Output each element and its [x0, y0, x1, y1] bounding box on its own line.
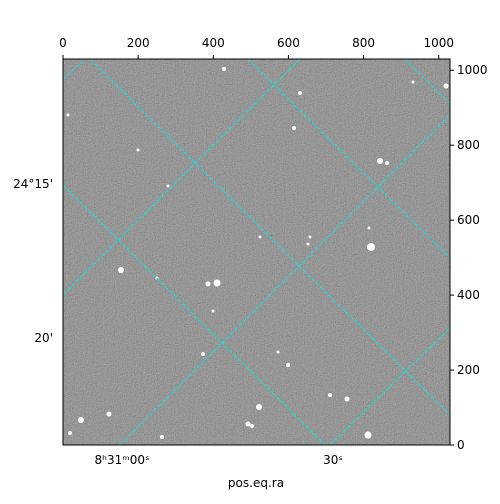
coordinate-grid — [63, 59, 450, 445]
y-tick-label: 0 — [457, 438, 465, 452]
ra-tick-label: 30ˢ — [323, 453, 343, 467]
ra-tick-label: 8ʰ31ᵐ00ˢ — [95, 453, 150, 467]
x-tick-label: 200 — [127, 36, 150, 50]
x-tick-label: 0 — [59, 36, 67, 50]
y-tick-label: 800 — [457, 138, 480, 152]
sky-image — [63, 59, 450, 445]
x-tick-label: 1000 — [423, 36, 454, 50]
x-tick-label: 400 — [202, 36, 225, 50]
x-axis-label: pos.eq.ra — [228, 476, 284, 490]
stars — [66, 67, 449, 439]
y-tick-label: 200 — [457, 363, 480, 377]
y-tick-label: 400 — [457, 288, 480, 302]
x-tick-label: 600 — [277, 36, 300, 50]
dec-tick-label: 24°15' — [13, 177, 53, 191]
y-tick-label: 1000 — [457, 63, 488, 77]
y-tick-label: 600 — [457, 213, 480, 227]
x-tick-label: 800 — [352, 36, 375, 50]
axes-frame — [62, 58, 451, 446]
dec-tick-label: 20' — [34, 331, 53, 345]
